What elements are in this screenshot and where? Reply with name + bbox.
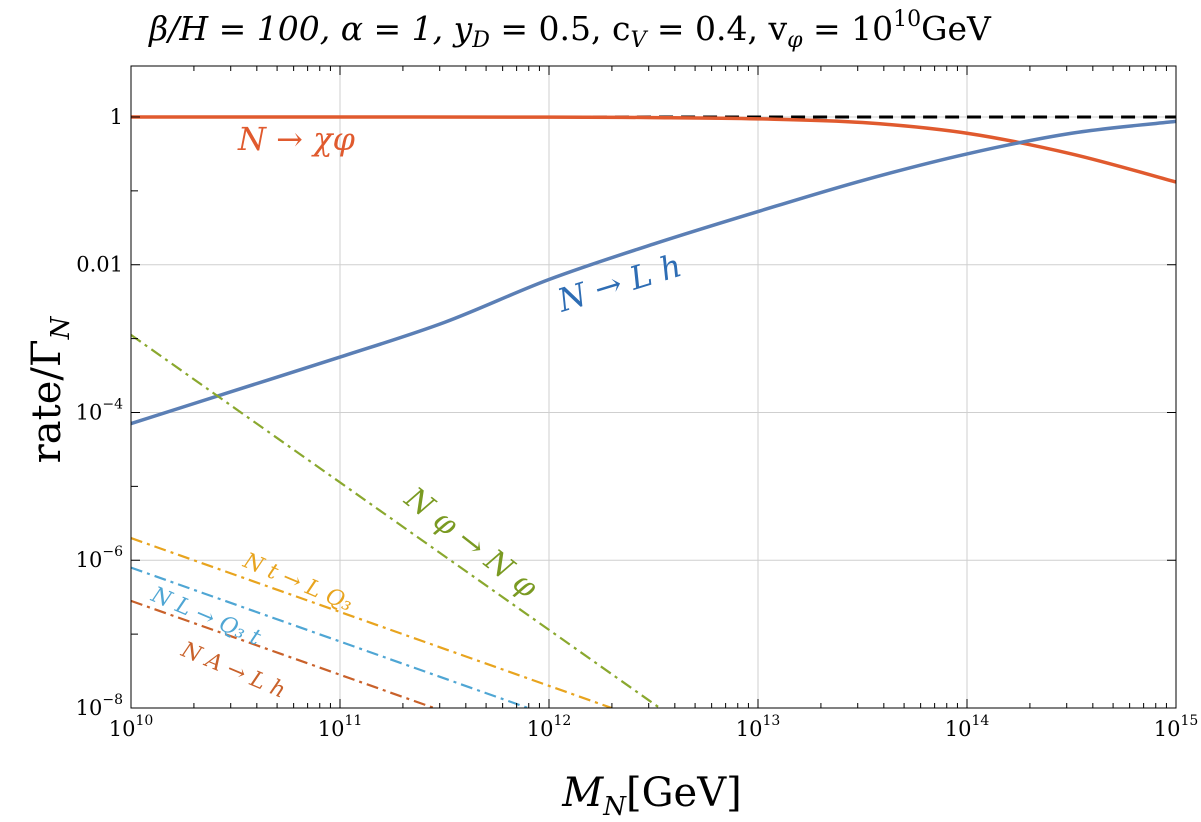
x-axis-label: MN[GeV]	[561, 770, 741, 822]
label-n-l-q3-t: N L → Q₃ t	[147, 582, 265, 651]
series-line-2	[131, 119, 1176, 426]
y-tick-label: 1	[110, 105, 123, 129]
label-n-chi-phi: N → χφ	[237, 120, 356, 158]
x-tick-label: 1015	[1154, 713, 1199, 741]
x-tick-label: 1010	[109, 713, 154, 741]
series-lines	[131, 115, 1176, 708]
label-n-lh: N → L h	[552, 246, 686, 320]
label-n-a-l-h: N A → L h	[177, 637, 289, 704]
y-tick-label: 10−6	[76, 544, 123, 572]
grid-lines	[131, 66, 1176, 708]
x-tick-label: 1012	[527, 713, 572, 741]
series-line-3	[131, 334, 661, 708]
plot-frame	[130, 65, 1177, 709]
series-labels: N → χφ N → L h N φ → N φ N t → L Q₃ N L …	[147, 120, 686, 704]
x-tick-label: 1013	[736, 713, 781, 741]
series-line-5	[131, 566, 529, 708]
y-tick-label: 0.01	[76, 253, 123, 277]
label-n-phi-n-phi: N φ → N φ	[397, 480, 544, 605]
y-axis-label: rate/ΓN	[24, 315, 76, 463]
series-line-6	[131, 599, 435, 708]
series-line-4	[131, 537, 613, 708]
x-tick-label: 1011	[318, 713, 363, 741]
axis-tick-labels: 1010 1011 1012 1013 1014 1015 1 0.01 10−4 10−6 10−…	[76, 105, 1199, 741]
axis-ticks	[130, 66, 1177, 709]
x-tick-label: 1014	[945, 713, 990, 741]
series-line-1	[131, 115, 1176, 184]
chart-title: β/H = 100, α = 1, yD = 0.5, cV = 0.4, vφ…	[147, 7, 992, 53]
y-tick-label: 10−4	[76, 396, 123, 424]
y-tick-label: 10−8	[76, 692, 123, 720]
